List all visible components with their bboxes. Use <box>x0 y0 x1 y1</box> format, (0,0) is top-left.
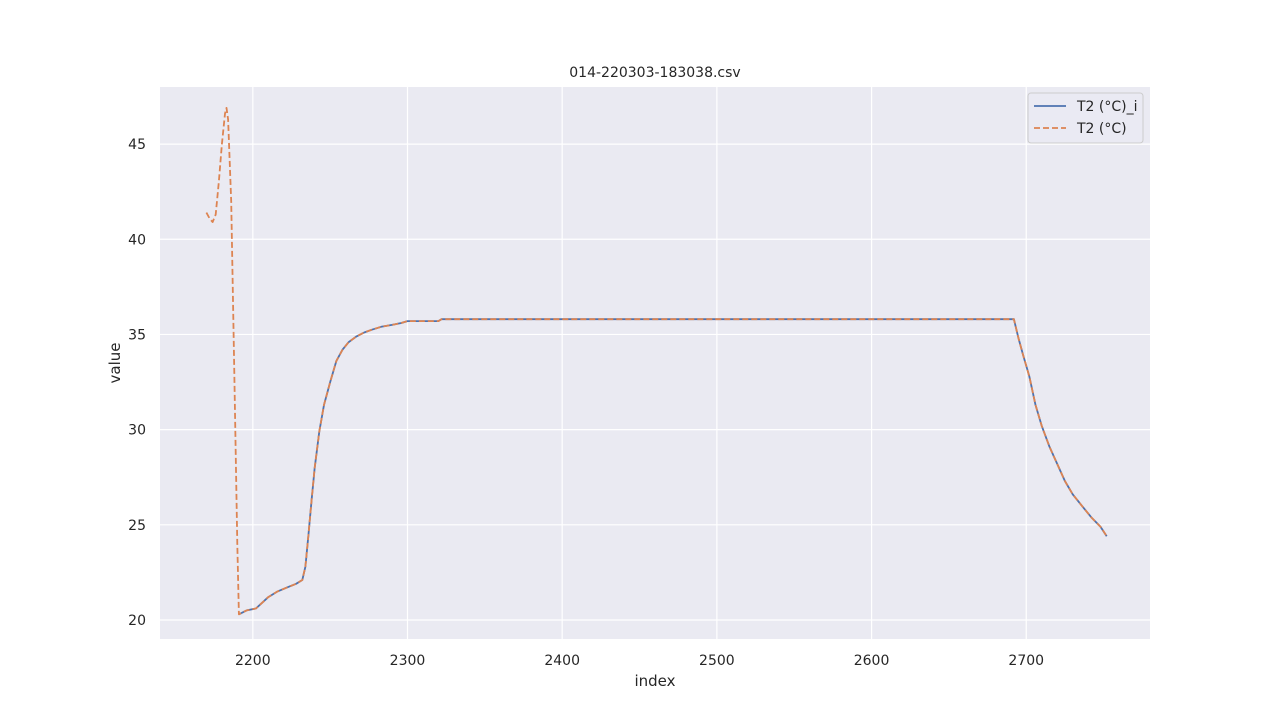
x-tick-label: 2600 <box>854 653 890 669</box>
plot-area <box>160 87 1150 639</box>
series-layer <box>205 107 1108 616</box>
y-tick-labels: 20 25 30 35 40 45 <box>128 137 146 629</box>
legend: T2 (°C)_i T2 (°C) <box>1027 92 1144 144</box>
x-tick-label: 2200 <box>235 653 271 669</box>
y-tick-label: 35 <box>128 327 146 343</box>
legend-label-t2-i: T2 (°C)_i <box>1076 99 1138 115</box>
x-tick-label: 2700 <box>1008 653 1044 669</box>
x-tick-labels: 2200 2300 2400 2500 2600 2700 <box>235 653 1044 669</box>
y-tick-label: 30 <box>128 423 146 439</box>
y-tick-label: 40 <box>128 232 146 248</box>
x-tick-label: 2400 <box>544 653 580 669</box>
y-tick-label: 25 <box>128 518 146 534</box>
x-tick-label: 2300 <box>390 653 426 669</box>
x-tick-label: 2500 <box>699 653 735 669</box>
series-line-1 <box>205 107 1108 616</box>
chart-title: 014-220303-183038.csv <box>569 65 740 81</box>
y-axis-label: value <box>106 343 124 384</box>
grid-lines <box>160 87 1150 639</box>
x-axis-label: index <box>634 672 675 690</box>
y-tick-label: 45 <box>128 137 146 153</box>
legend-label-t2: T2 (°C) <box>1076 121 1127 137</box>
y-tick-label: 20 <box>128 613 146 629</box>
